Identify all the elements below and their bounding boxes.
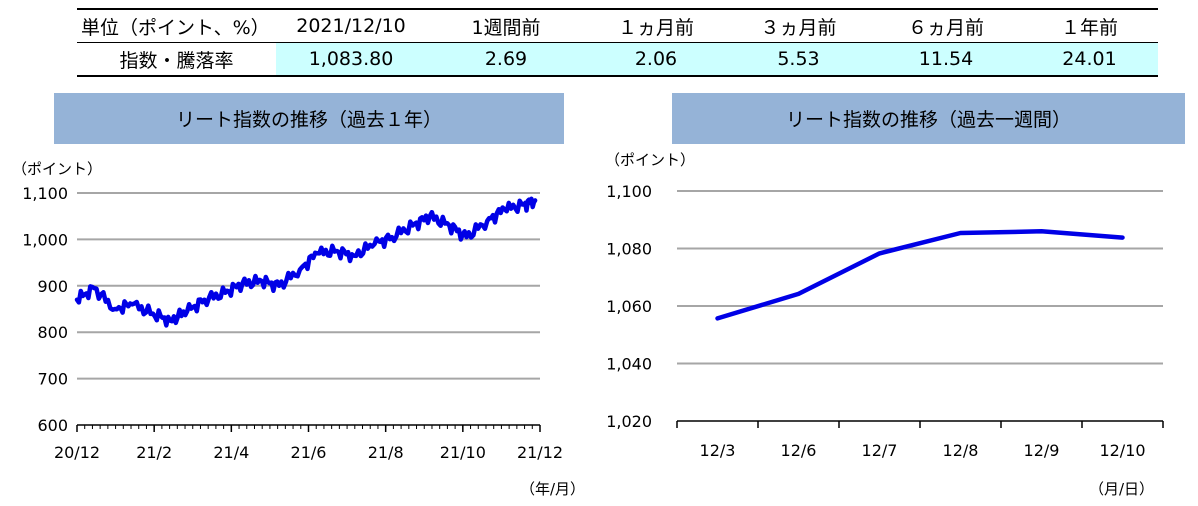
chart-1-ytick: 700 <box>37 370 68 389</box>
summary-header-date: 2021/12/10 <box>276 8 426 43</box>
summary-table: 単位（ポイント、%） 2021/12/10 1週間前 １ヵ月前 ３ヵ月前 ６ヵ月… <box>77 8 1158 77</box>
chart-1-ylabel: （ポイント） <box>12 160 102 178</box>
chart-1-xtick-label: 21/12 <box>517 443 563 462</box>
chart-1-ytick: 1,000 <box>22 230 68 249</box>
summary-value-index: 1,083.80 <box>276 42 426 77</box>
summary-value-3month: 5.53 <box>726 42 871 77</box>
summary-header-3month: ３ヵ月前 <box>726 8 871 43</box>
chart-2-xtick-label: 12/6 <box>781 441 817 460</box>
chart-1-xtick-label: 21/10 <box>440 443 486 462</box>
chart-2-title: リート指数の推移（過去一週間） <box>672 93 1185 144</box>
chart-1-xtick-label: 21/2 <box>136 443 172 462</box>
chart-1-xlabel: （年/月） <box>520 480 585 498</box>
chart-2-ytick: 1,080 <box>606 240 652 259</box>
chart-2-xlabel: （月/日） <box>1089 480 1154 498</box>
chart-2-ylabel: （ポイント） <box>605 151 695 169</box>
chart-1-title: リート指数の推移（過去１年） <box>54 93 564 144</box>
chart-2-ytick: 1,040 <box>606 355 652 374</box>
chart-2-ytick: 1,100 <box>606 182 652 201</box>
chart-2-xtick-label: 12/10 <box>1099 441 1145 460</box>
summary-header-row: 単位（ポイント、%） 2021/12/10 1週間前 １ヵ月前 ３ヵ月前 ６ヵ月… <box>77 8 1158 43</box>
chart-2-xtick-label: 12/3 <box>700 441 736 460</box>
summary-value-row: 指数・騰落率 1,083.80 2.69 2.06 5.53 11.54 24.… <box>77 42 1158 77</box>
chart-1-ytick: 1,100 <box>22 184 68 203</box>
chart-2-series-line <box>715 229 1125 321</box>
summary-value-1year: 24.01 <box>1021 42 1158 77</box>
chart-1-series-line <box>74 196 538 328</box>
summary-value-1week: 2.69 <box>426 42 586 77</box>
chart-1-xtick-label: 21/6 <box>291 443 327 462</box>
summary-header-1week: 1週間前 <box>426 8 586 43</box>
summary-row-label: 指数・騰落率 <box>77 42 276 77</box>
summary-header-1year: １年前 <box>1021 8 1158 43</box>
chart-1-xtick-label: 21/8 <box>368 443 404 462</box>
chart-1-ytick: 900 <box>37 277 68 296</box>
summary-header-unit: 単位（ポイント、%） <box>77 8 276 43</box>
chart-2-week: （ポイント） （月/日） 1,020 1,040 1,060 1,080 1,100 12… <box>605 151 1164 498</box>
summary-value-6month: 11.54 <box>871 42 1021 77</box>
chart-2-ytick: 1,060 <box>606 297 652 316</box>
summary-header-6month: ６ヵ月前 <box>871 8 1021 43</box>
chart-1-year: （ポイント） （年/月） 600 700 800 900 1,000 1,100 20/12… <box>12 160 585 498</box>
chart-2-xtick-label: 12/9 <box>1024 441 1060 460</box>
chart-1-xtick-label: 21/4 <box>213 443 249 462</box>
chart-2-xtick-label: 12/7 <box>862 441 898 460</box>
summary-header-1month: １ヵ月前 <box>586 8 726 43</box>
chart-2-xtick-label: 12/8 <box>943 441 979 460</box>
chart-1-ytick: 800 <box>37 323 68 342</box>
chart-1-xtick-label: 20/12 <box>54 443 100 462</box>
chart-2-ytick: 1,020 <box>606 412 652 431</box>
summary-value-1month: 2.06 <box>586 42 726 77</box>
chart-1-ytick: 600 <box>37 416 68 435</box>
